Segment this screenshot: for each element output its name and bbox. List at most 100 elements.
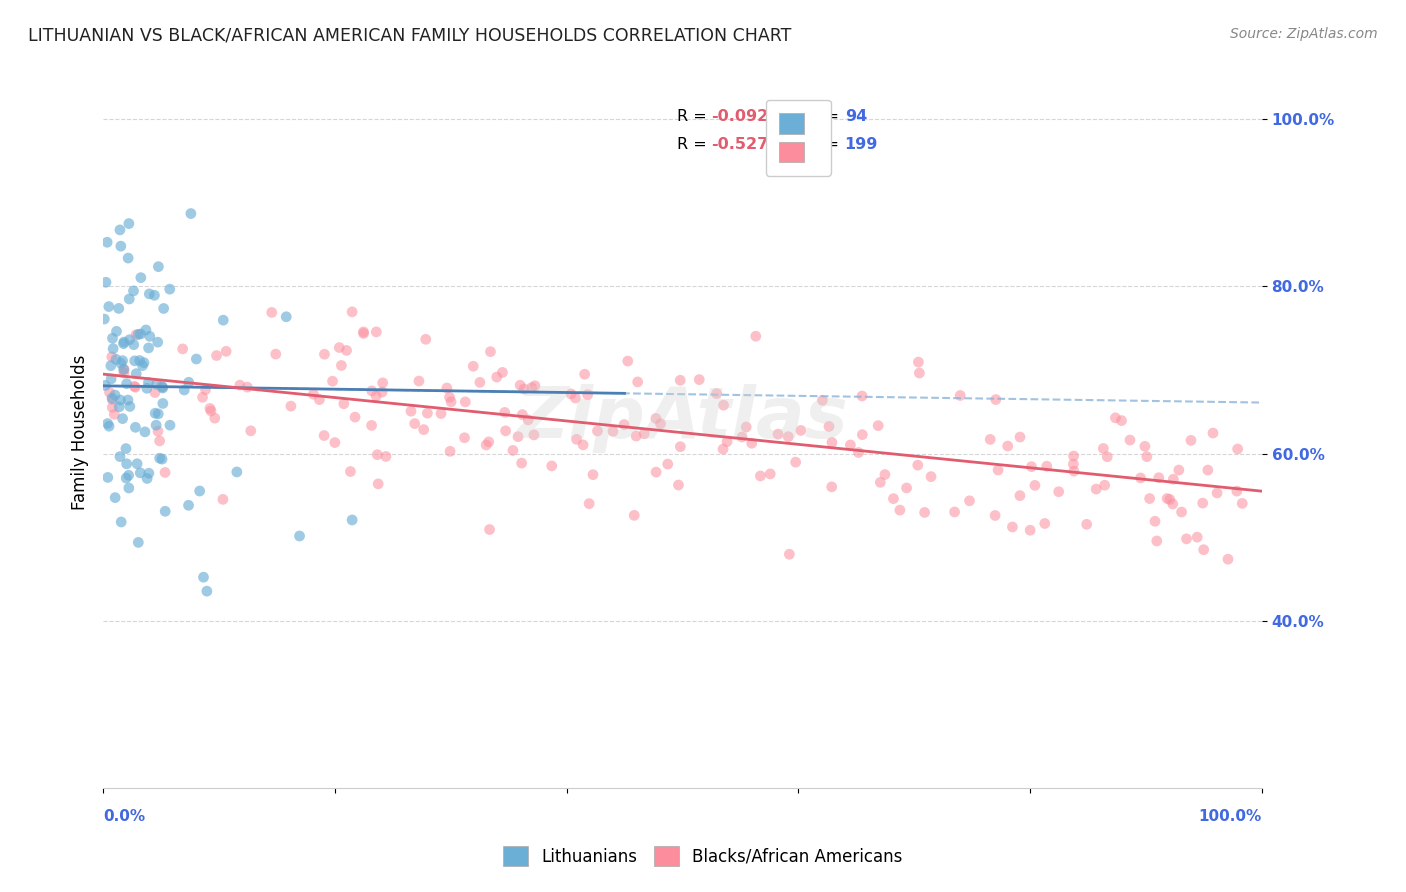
Blacks/African Americans	[896, 481, 918, 495]
Blacks/African Americans	[1001, 520, 1024, 534]
Blacks/African Americans	[323, 435, 346, 450]
Blacks/African Americans	[645, 465, 668, 479]
Blacks/African Americans	[366, 389, 388, 403]
Lithuanians	[138, 467, 160, 481]
Lithuanians	[122, 284, 145, 298]
Lithuanians	[340, 513, 363, 527]
Blacks/African Americans	[560, 387, 582, 401]
Blacks/African Americans	[984, 392, 1007, 407]
Blacks/African Americans	[143, 385, 166, 400]
Lithuanians	[117, 251, 139, 265]
Blacks/African Americans	[851, 427, 873, 442]
Blacks/African Americans	[1097, 450, 1119, 464]
Lithuanians	[128, 353, 150, 368]
Lithuanians	[124, 420, 146, 434]
Lithuanians	[152, 396, 174, 410]
Blacks/African Americans	[523, 428, 546, 442]
Blacks/African Americans	[366, 448, 388, 462]
Blacks/African Americans	[645, 411, 668, 425]
Blacks/African Americans	[172, 342, 194, 356]
Blacks/African Americans	[264, 347, 287, 361]
Lithuanians	[115, 442, 138, 456]
Blacks/African Americans	[984, 508, 1007, 523]
Blacks/African Americans	[1008, 489, 1031, 503]
Blacks/African Americans	[478, 523, 501, 537]
Legend: Lithuanians, Blacks/African Americans: Lithuanians, Blacks/African Americans	[495, 838, 911, 875]
Lithuanians	[118, 292, 141, 306]
Blacks/African Americans	[586, 424, 609, 438]
Blacks/African Americans	[1156, 491, 1178, 506]
Lithuanians	[288, 529, 311, 543]
Blacks/African Americans	[475, 438, 498, 452]
Blacks/African Americans	[1216, 552, 1239, 566]
Blacks/African Americans	[741, 436, 763, 450]
Blacks/African Americans	[613, 417, 636, 432]
Blacks/African Americans	[439, 444, 461, 458]
Blacks/African Americans	[1092, 442, 1115, 456]
Blacks/African Americans	[1170, 505, 1192, 519]
Lithuanians	[177, 498, 200, 512]
Blacks/African Americans	[415, 332, 437, 346]
Blacks/African Americans	[512, 408, 534, 422]
Blacks/African Americans	[572, 438, 595, 452]
Text: 94: 94	[845, 109, 868, 124]
Blacks/African Americans	[650, 417, 672, 431]
Blacks/African Americans	[987, 463, 1010, 477]
Lithuanians	[96, 235, 118, 250]
Blacks/African Americans	[1139, 491, 1161, 506]
Blacks/African Americans	[479, 344, 502, 359]
Blacks/African Americans	[280, 399, 302, 413]
Blacks/African Americans	[360, 384, 382, 398]
Blacks/African Americans	[308, 392, 330, 407]
Lithuanians	[136, 471, 159, 485]
Lithuanians	[124, 354, 146, 368]
Blacks/African Americans	[1143, 514, 1166, 528]
Blacks/African Americans	[101, 350, 124, 364]
Lithuanians	[186, 351, 208, 366]
Blacks/African Americans	[582, 467, 605, 482]
Blacks/African Americans	[112, 366, 135, 380]
Blacks/African Americans	[873, 467, 896, 482]
Lithuanians	[131, 359, 153, 373]
Lithuanians	[115, 376, 138, 391]
Blacks/African Americans	[818, 419, 841, 434]
Lithuanians	[111, 411, 134, 425]
Lithuanians	[177, 376, 200, 390]
Blacks/African Americans	[375, 450, 398, 464]
Blacks/African Americans	[440, 394, 463, 409]
Blacks/African Americans	[624, 429, 647, 443]
Blacks/African Americans	[314, 428, 336, 442]
Blacks/African Americans	[869, 475, 891, 490]
Blacks/African Americans	[1146, 533, 1168, 548]
Blacks/African Americans	[194, 383, 217, 397]
Lithuanians	[159, 282, 181, 296]
Lithuanians	[117, 468, 139, 483]
Blacks/African Americans	[959, 493, 981, 508]
Blacks/African Americans	[1085, 482, 1108, 496]
Text: N =: N =	[799, 109, 845, 124]
Lithuanians	[125, 367, 148, 381]
Lithuanians	[145, 377, 167, 392]
Blacks/African Americans	[920, 469, 942, 483]
Blacks/African Americans	[506, 430, 529, 444]
Lithuanians	[104, 491, 127, 505]
Blacks/African Americans	[260, 305, 283, 319]
Blacks/African Americans	[778, 547, 800, 561]
Legend: , : ,	[766, 100, 831, 176]
Blacks/African Americans	[236, 380, 259, 394]
Text: 0.0%: 0.0%	[103, 809, 145, 824]
Blacks/African Americans	[215, 344, 238, 359]
Blacks/African Americans	[124, 379, 146, 393]
Blacks/African Americans	[510, 456, 533, 470]
Blacks/African Americans	[1147, 471, 1170, 485]
Blacks/African Americans	[333, 397, 356, 411]
Blacks/African Americans	[1159, 492, 1181, 507]
Blacks/African Americans	[494, 405, 516, 419]
Lithuanians	[115, 457, 138, 471]
Lithuanians	[112, 362, 135, 376]
Blacks/African Americans	[1180, 434, 1202, 448]
Blacks/African Americans	[943, 505, 966, 519]
Blacks/African Americans	[454, 395, 477, 409]
Blacks/African Americans	[1063, 449, 1085, 463]
Blacks/African Americans	[150, 379, 173, 393]
